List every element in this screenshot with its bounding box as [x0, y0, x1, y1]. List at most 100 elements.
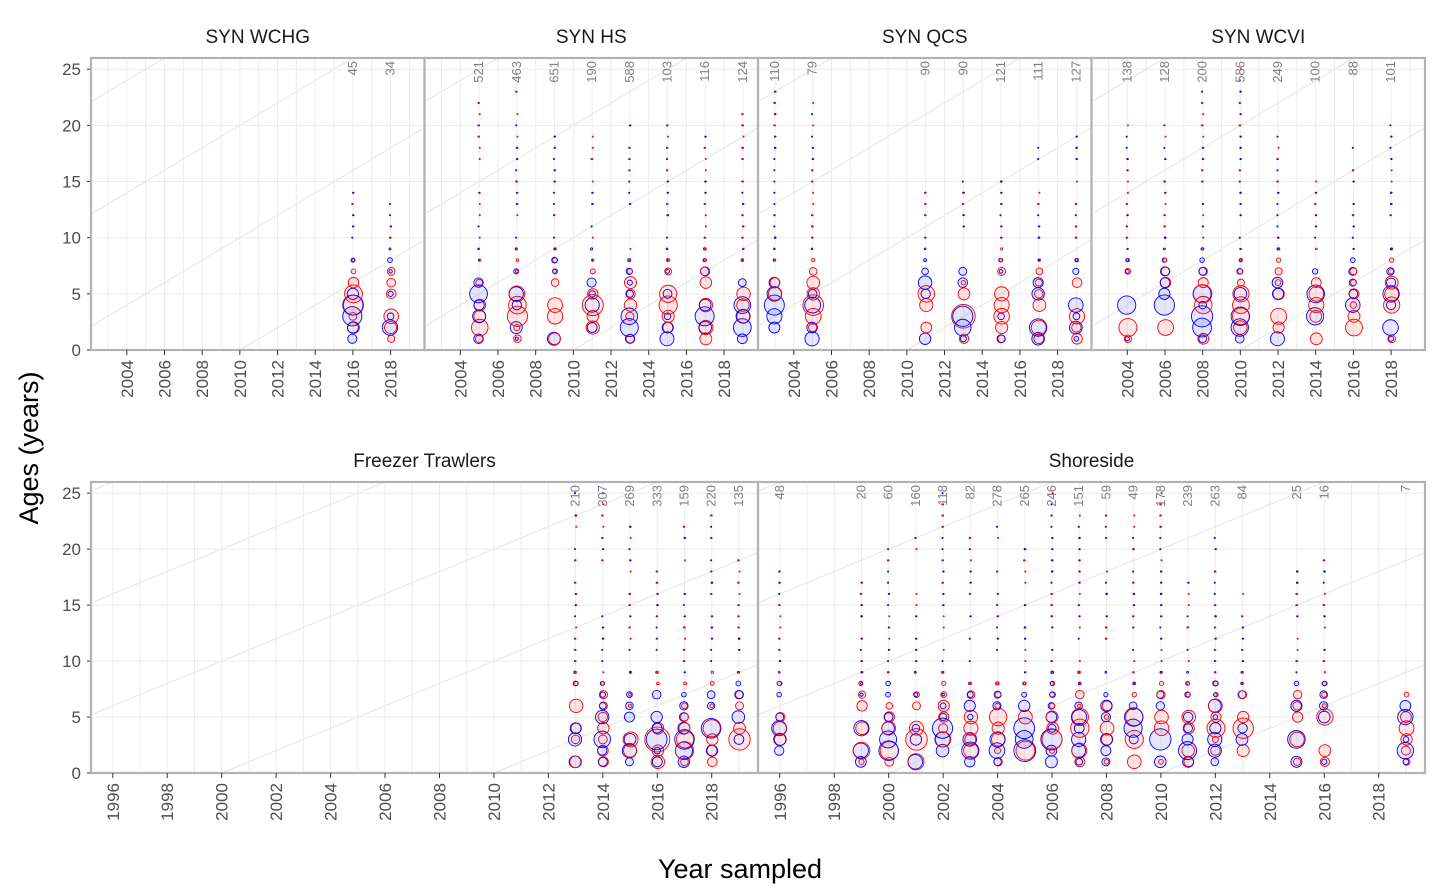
age-bubble-male — [859, 692, 864, 697]
age-bubble-male — [351, 236, 354, 239]
age-bubble-male — [1352, 247, 1355, 250]
age-bubble-female — [1201, 124, 1204, 127]
age-bubble-female — [941, 680, 947, 687]
age-bubble-male — [1269, 331, 1285, 347]
age-bubble-female — [683, 660, 686, 663]
age-bubble-female — [1315, 180, 1318, 183]
age-bubble-female — [778, 581, 781, 584]
age-bubble-female — [998, 257, 1004, 263]
age-bubble-female — [969, 536, 972, 540]
age-bubble-female — [710, 514, 713, 517]
age-bubble-male — [586, 277, 597, 288]
age-bubble-male — [1105, 615, 1108, 618]
age-bubble-male — [1212, 714, 1219, 720]
age-bubble-male — [1037, 158, 1040, 161]
age-bubble-female — [942, 615, 945, 618]
age-bubble-male — [911, 723, 921, 733]
age-bubble-female — [1126, 124, 1129, 127]
x-tick-label: 2012 — [539, 783, 558, 821]
age-bubble-male — [1314, 225, 1317, 228]
age-bubble-female — [683, 626, 686, 629]
age-bubble-male — [1051, 626, 1053, 629]
age-bubble-male — [734, 690, 744, 700]
age-bubble-male — [931, 717, 954, 739]
x-tick-label: 2014 — [1307, 360, 1326, 398]
age-bubble-male — [731, 710, 746, 724]
age-bubble-female — [1292, 757, 1302, 766]
age-bubble-female — [596, 744, 609, 757]
age-bubble-male — [775, 712, 785, 722]
age-bubble-female — [812, 202, 815, 206]
sample-count-label: 90 — [955, 61, 970, 75]
age-bubble-male — [1351, 146, 1354, 149]
age-bubble-male — [741, 202, 744, 206]
age-bubble-female — [914, 671, 917, 674]
age-bubble-female — [1126, 225, 1129, 228]
age-bubble-male — [935, 743, 950, 758]
age-bubble-female — [969, 592, 972, 595]
age-bubble-male — [1153, 294, 1175, 316]
sample-count-label: 127 — [1068, 61, 1083, 83]
age-bubble-female — [515, 258, 520, 262]
age-bubble-male — [698, 298, 712, 312]
age-bubble-female — [628, 146, 631, 149]
age-bubble-female — [629, 536, 632, 540]
age-bubble-male — [588, 290, 596, 298]
y-tick-label: 5 — [72, 708, 81, 727]
age-bubble-female — [478, 236, 481, 239]
age-bubble-male — [1159, 670, 1163, 674]
age-bubble-female — [1214, 648, 1217, 651]
age-bubble-female — [628, 692, 632, 697]
age-bubble-female — [736, 298, 750, 312]
x-tick-label: 2008 — [1194, 360, 1213, 398]
age-bubble-female — [1214, 671, 1217, 674]
age-bubble-male — [573, 492, 577, 495]
age-bubble-male — [584, 297, 600, 313]
age-bubble-female — [811, 169, 814, 172]
age-bubble-male — [1239, 146, 1242, 149]
age-bubble-female — [348, 311, 358, 321]
age-bubble-male — [1192, 317, 1212, 338]
age-bubble-female — [914, 537, 917, 539]
age-bubble-female — [1239, 101, 1242, 104]
x-tick-label: 2018 — [715, 360, 734, 398]
age-bubble-female — [1349, 301, 1358, 309]
x-tick-label: 2014 — [306, 360, 325, 398]
age-bubble-female — [1163, 247, 1167, 250]
x-tick-label: 2018 — [382, 360, 401, 398]
cohort-line — [572, 239, 758, 350]
age-bubble-female — [703, 258, 707, 262]
age-bubble-male — [969, 581, 972, 584]
cohort-line — [758, 482, 1054, 604]
age-bubble-female — [629, 247, 632, 250]
age-bubble-female — [737, 604, 740, 607]
age-bubble-female — [1163, 180, 1167, 183]
age-bubble-male — [698, 320, 712, 335]
age-bubble-male — [1073, 722, 1085, 734]
age-bubble-male — [887, 604, 890, 607]
age-bubble-male — [969, 615, 972, 618]
age-bubble-male — [1050, 570, 1054, 573]
sample-count-label: 307 — [595, 485, 610, 507]
age-bubble-female — [1159, 525, 1163, 528]
age-bubble-female — [777, 680, 783, 687]
age-bubble-female — [962, 203, 965, 205]
age-bubble-female — [1132, 626, 1135, 629]
age-bubble-male — [914, 660, 917, 663]
age-bubble-female — [905, 728, 928, 751]
age-bubble-male — [737, 278, 747, 287]
panel-title: SYN HS — [556, 27, 627, 48]
age-bubble-female — [704, 225, 707, 228]
age-bubble-male — [942, 570, 945, 573]
age-bubble-male — [917, 275, 933, 290]
age-bubble-female — [806, 287, 820, 301]
age-bubble-female — [741, 259, 745, 262]
age-bubble-male — [1132, 592, 1135, 596]
age-bubble-female — [676, 730, 695, 749]
age-bubble-male — [1213, 692, 1218, 697]
age-bubble-male — [666, 191, 669, 194]
x-tick-label: 2004 — [989, 783, 1008, 821]
age-bubble-male — [996, 334, 1006, 344]
age-bubble-male — [887, 581, 890, 584]
